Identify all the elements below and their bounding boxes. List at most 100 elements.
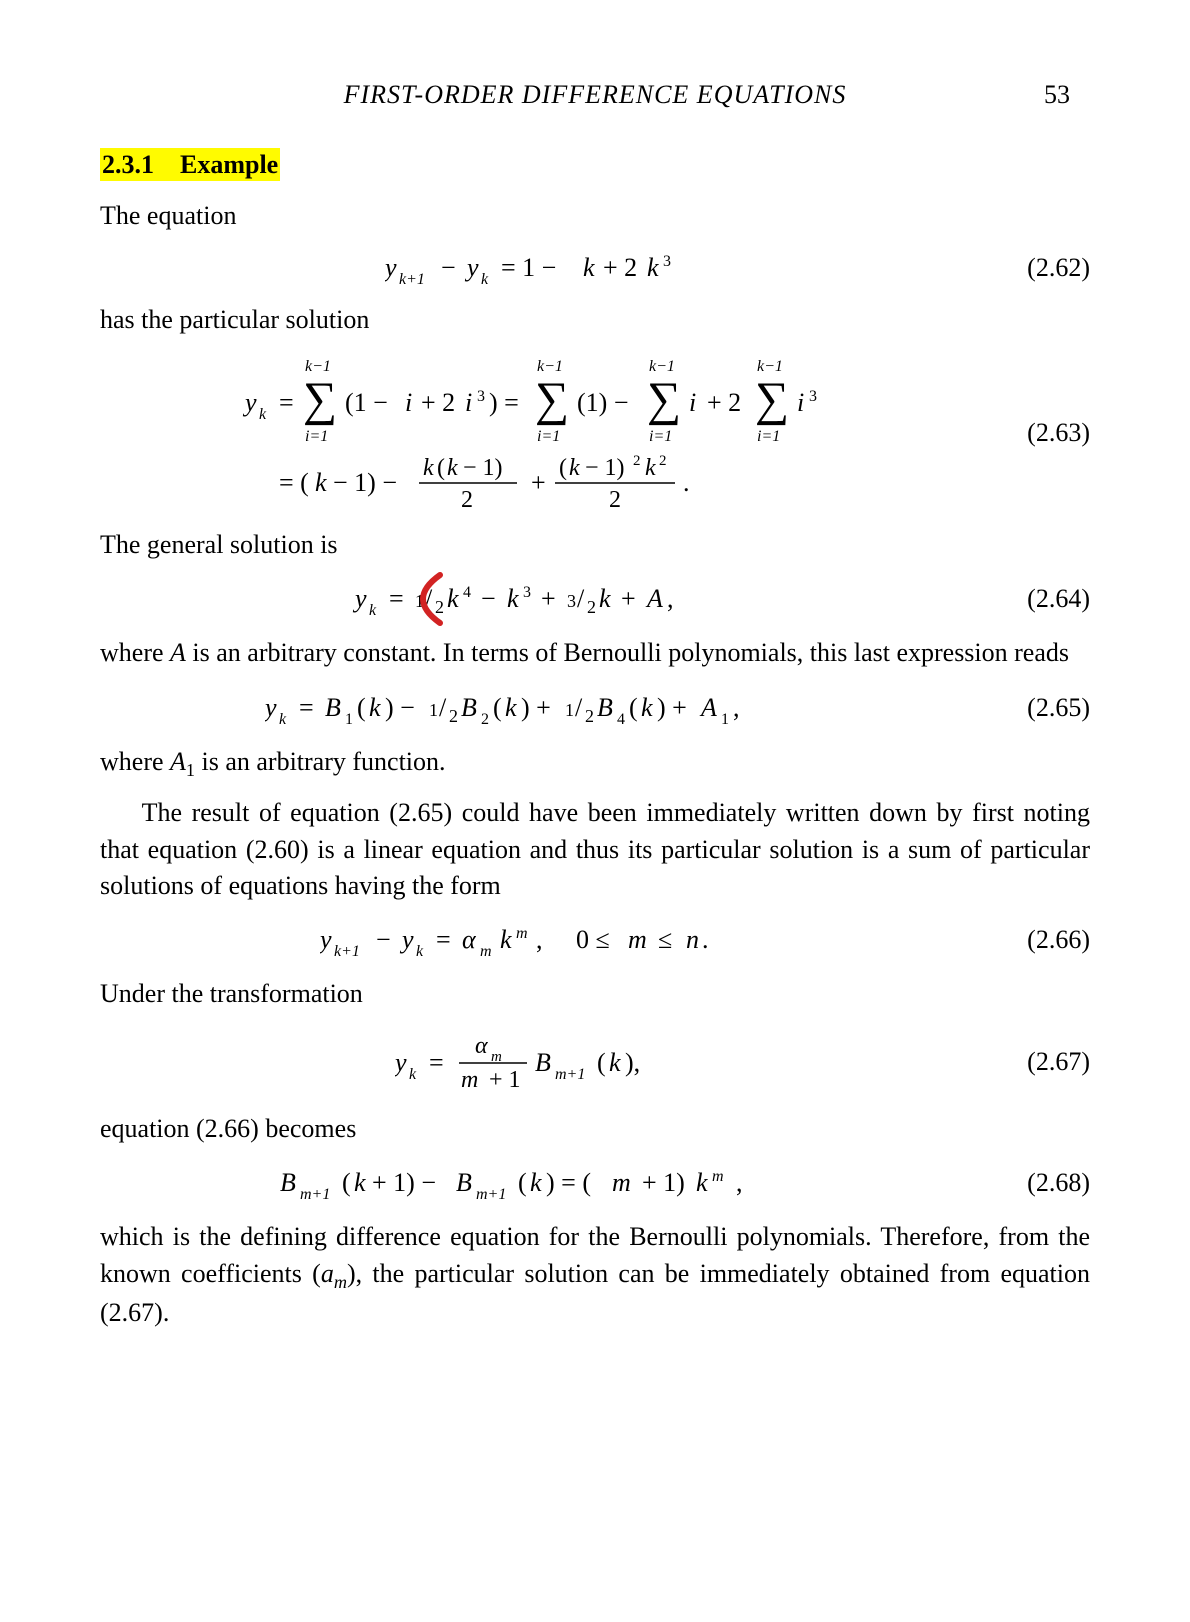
svg-text:B: B — [325, 693, 341, 722]
svg-text:k: k — [369, 602, 377, 619]
svg-text:y: y — [385, 253, 397, 282]
svg-text:≤: ≤ — [658, 925, 672, 954]
svg-text:− 1): − 1) — [585, 455, 625, 481]
svg-text:=: = — [279, 388, 294, 417]
svg-text:+ 2: + 2 — [421, 388, 455, 417]
svg-text:(: ( — [437, 455, 445, 481]
svg-text:i: i — [689, 388, 696, 417]
svg-text:k+1: k+1 — [334, 943, 360, 960]
eq264-svg: y k = 1 / 2 k 4 − k 3 + 3 / 2 k + A , — [345, 577, 765, 621]
p9-am-a: a — [321, 1259, 334, 1288]
svg-text:k: k — [279, 711, 287, 728]
paragraph-conclusion: which is the defining difference equatio… — [100, 1219, 1090, 1331]
svg-text:y: y — [464, 253, 479, 282]
svg-text:1: 1 — [415, 591, 424, 611]
svg-text:m: m — [612, 1168, 631, 1197]
svg-text:2: 2 — [585, 706, 594, 726]
page-container: FIRST-ORDER DIFFERENCE EQUATIONS 53 2.3.… — [0, 0, 1190, 1622]
svg-text:B: B — [597, 693, 613, 722]
svg-text:(1 −: (1 − — [345, 388, 388, 417]
svg-text:i=1: i=1 — [757, 428, 780, 445]
equation-266: y k+1 − y k = α m k m , 0 ≤ m ≤ n . — [100, 918, 1010, 962]
equation-265: y k = B 1 ( k ) − 1 / 2 B 2 ( k ) + 1 / … — [100, 686, 1010, 730]
svg-text:k: k — [447, 455, 458, 481]
svg-text:k: k — [369, 693, 381, 722]
eq268-number: (2.68) — [1010, 1168, 1090, 1198]
eq265-number: (2.65) — [1010, 693, 1090, 723]
svg-text:k: k — [530, 1168, 542, 1197]
section-heading: 2.3.1 Example — [100, 150, 1090, 180]
svg-text:−: − — [441, 253, 456, 282]
svg-text:) +: ) + — [521, 693, 551, 722]
svg-text:,: , — [536, 925, 543, 954]
svg-text:4: 4 — [463, 584, 471, 601]
svg-text:y: y — [395, 1048, 407, 1077]
eq267-number: (2.67) — [1010, 1047, 1090, 1077]
paragraph-arbitrary-func: where A1 is an arbitrary function. — [100, 744, 1090, 784]
svg-text:k: k — [505, 693, 517, 722]
svg-text:1: 1 — [345, 711, 353, 728]
equation-row-262: y k+1 − y k = 1 − k + 2 k 3 (2.62) — [100, 248, 1090, 288]
svg-text:/: / — [439, 693, 447, 722]
svg-text:∑: ∑ — [647, 373, 681, 426]
running-title: FIRST-ORDER DIFFERENCE EQUATIONS — [170, 80, 1020, 110]
paragraph-explanation: The result of equation (2.65) could have… — [100, 795, 1090, 904]
eq267-svg: y k = α m m + 1 B m+1 ( k ), — [395, 1027, 715, 1097]
svg-text:y: y — [265, 693, 277, 722]
svg-text:m: m — [712, 1168, 724, 1185]
svg-text:B: B — [535, 1048, 551, 1077]
svg-text:3: 3 — [567, 591, 576, 611]
svg-text:) =: ) = — [489, 388, 519, 417]
svg-text:(: ( — [559, 455, 567, 481]
eq263-number: (2.63) — [1010, 418, 1090, 448]
svg-text:k: k — [645, 455, 656, 481]
svg-text:2: 2 — [449, 706, 458, 726]
svg-text:y: y — [242, 388, 257, 417]
svg-text:3: 3 — [809, 388, 817, 405]
equation-267: y k = α m m + 1 B m+1 ( k ), — [100, 1027, 1010, 1097]
page-number: 53 — [1020, 80, 1070, 110]
svg-text:) +: ) + — [657, 693, 687, 722]
eq265-svg: y k = B 1 ( k ) − 1 / 2 B 2 ( k ) + 1 / … — [265, 686, 845, 730]
eq262-number: (2.62) — [1010, 253, 1090, 283]
svg-text:m+1: m+1 — [300, 1186, 330, 1203]
svg-text:/: / — [575, 693, 583, 722]
svg-text:k: k — [416, 943, 424, 960]
svg-text:k: k — [583, 253, 595, 282]
svg-text:k: k — [647, 253, 659, 282]
section-highlight: 2.3.1 Example — [100, 148, 280, 181]
svg-text:) = (: ) = ( — [546, 1168, 591, 1197]
svg-text:=: = — [429, 1048, 444, 1077]
eq266-svg: y k+1 − y k = α m k m , 0 ≤ m ≤ n . — [320, 918, 790, 962]
svg-text:k: k — [481, 271, 489, 288]
svg-text:− 1): − 1) — [463, 455, 503, 481]
svg-text:/: / — [425, 584, 433, 613]
svg-text:k: k — [354, 1168, 366, 1197]
svg-text:∑: ∑ — [755, 373, 789, 426]
svg-text:y: y — [320, 925, 332, 954]
equation-row-264: y k = 1 / 2 k 4 − k 3 + 3 / 2 k + A , (2 — [100, 577, 1090, 621]
svg-text:= 1 −: = 1 − — [501, 253, 556, 282]
paragraph-intro: The equation — [100, 198, 1090, 234]
svg-text:2: 2 — [633, 453, 641, 469]
p5-prefix: where — [100, 747, 170, 776]
svg-text:i=1: i=1 — [305, 428, 328, 445]
svg-text:(: ( — [357, 693, 366, 722]
svg-text:i: i — [465, 388, 472, 417]
svg-text:n: n — [686, 925, 699, 954]
svg-text:.: . — [683, 468, 690, 497]
equation-262: y k+1 − y k = 1 − k + 2 k 3 — [100, 248, 1010, 288]
p4-prefix: where — [100, 638, 170, 667]
p4-rest: is an arbitrary constant. In terms of Be… — [186, 638, 1069, 667]
svg-text:m+1: m+1 — [555, 1066, 585, 1083]
svg-text:2: 2 — [587, 597, 596, 617]
equation-268: B m+1 ( k + 1) − B m+1 ( k ) = ( m + 1) … — [100, 1161, 1010, 1205]
svg-text:=: = — [436, 925, 451, 954]
svg-text:k: k — [696, 1168, 708, 1197]
equation-row-263: y k = k−1 ∑ i=1 (1 − i + 2 i 3 ) = k−1 ∑… — [100, 353, 1090, 513]
paragraph-bernoulli: where A is an arbitrary constant. In ter… — [100, 635, 1090, 671]
svg-text:k: k — [569, 455, 580, 481]
svg-text:+ 1) −: + 1) − — [372, 1168, 436, 1197]
svg-text:2: 2 — [609, 487, 621, 513]
svg-text:i: i — [797, 388, 804, 417]
